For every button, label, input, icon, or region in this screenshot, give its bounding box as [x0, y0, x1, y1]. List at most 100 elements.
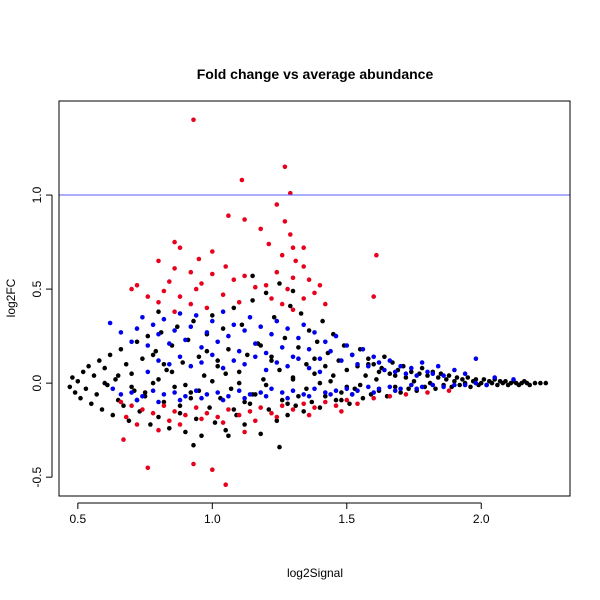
data-point-red-57: [145, 465, 151, 471]
data-point-black-71: [258, 431, 264, 437]
data-point-black-79: [279, 397, 285, 403]
data-point-red-91: [425, 390, 430, 395]
data-point-red-82: [301, 401, 307, 407]
data-point-blue-35: [306, 347, 312, 352]
data-point-black-84: [293, 403, 299, 409]
data-point-black-39: [172, 384, 177, 390]
data-point-blue-74: [231, 358, 237, 363]
data-point-black-31: [150, 380, 156, 386]
data-point-blue-110: [398, 386, 403, 392]
data-point-blue-16: [204, 330, 210, 335]
data-point-blue-17: [210, 318, 215, 324]
data-point-blue-19: [220, 309, 226, 315]
data-point-blue-106: [355, 388, 360, 394]
data-point-black-212: [339, 397, 344, 403]
data-point-red-95: [220, 420, 226, 425]
data-point-red-20: [223, 264, 228, 269]
data-point-black-143: [452, 379, 457, 384]
data-point-black-145: [457, 382, 463, 388]
data-point-blue-49: [382, 367, 387, 373]
data-point-red-97: [274, 414, 280, 420]
data-point-red-96: [253, 418, 258, 424]
data-point-blue-125: [263, 394, 269, 399]
data-point-blue-29: [274, 318, 280, 324]
data-point-black-8: [89, 401, 94, 407]
data-point-blue-1: [118, 330, 124, 335]
data-point-black-174: [543, 380, 549, 386]
data-point-blue-129: [349, 392, 355, 397]
data-point-blue-46: [366, 363, 371, 369]
data-point-black-192: [304, 386, 309, 392]
data-point-blue-56: [419, 360, 425, 365]
data-point-black-131: [419, 365, 425, 371]
data-point-black-19: [118, 347, 124, 352]
data-point-blue-70: [188, 363, 194, 369]
data-point-black-202: [323, 363, 328, 369]
data-point-red-33: [231, 277, 237, 283]
data-point-red-65: [118, 399, 124, 405]
data-point-red-7: [282, 219, 288, 224]
data-point-black-219: [250, 273, 255, 279]
data-point-blue-130: [371, 390, 377, 395]
data-point-red-53: [204, 305, 210, 311]
data-point-blue-98: [269, 386, 274, 392]
data-point-black-178: [183, 382, 188, 388]
data-point-black-58: [223, 427, 228, 433]
data-point-black-67: [247, 401, 253, 407]
data-point-blue-18: [215, 339, 220, 345]
data-point-black-119: [387, 371, 393, 377]
data-point-black-12: [99, 407, 105, 412]
data-point-black-86: [298, 311, 304, 316]
data-point-black-151: [473, 377, 479, 382]
data-point-black-16: [110, 412, 116, 418]
data-point-black-40: [175, 324, 180, 330]
data-point-blue-40: [333, 333, 339, 339]
data-point-blue-109: [387, 384, 393, 390]
data-point-black-159: [495, 382, 500, 388]
data-point-blue-24: [247, 315, 253, 320]
data-point-blue-41: [339, 358, 344, 363]
data-point-black-218: [156, 309, 161, 315]
data-point-blue-9: [167, 341, 172, 346]
data-point-red-38: [193, 286, 199, 292]
data-point-black-123: [398, 390, 403, 395]
data-point-blue-42: [344, 343, 350, 348]
data-point-blue-68: [167, 362, 172, 367]
data-point-red-94: [199, 416, 204, 422]
data-point-blue-60: [441, 373, 446, 378]
data-point-red-99: [339, 409, 344, 414]
points-layer: [67, 117, 549, 488]
data-point-red-50: [236, 300, 242, 305]
data-point-black-7: [86, 363, 91, 369]
data-point-blue-5: [145, 343, 151, 348]
data-point-red-48: [156, 300, 161, 305]
data-point-blue-30: [279, 345, 285, 350]
data-point-black-15: [107, 352, 113, 358]
data-point-blue-63: [473, 356, 479, 362]
data-point-blue-62: [462, 371, 468, 377]
data-point-black-211: [312, 356, 317, 362]
data-point-black-205: [150, 352, 156, 358]
data-point-black-199: [242, 399, 247, 405]
data-point-black-1: [70, 375, 75, 380]
data-point-black-57: [220, 326, 226, 331]
data-point-black-64: [239, 322, 245, 328]
data-point-black-114: [374, 377, 379, 382]
data-point-black-76: [271, 315, 277, 320]
data-point-blue-66: [145, 369, 151, 375]
data-point-red-30: [134, 283, 140, 288]
data-point-red-51: [279, 301, 285, 307]
data-point-red-49: [188, 301, 194, 307]
data-point-red-98: [306, 412, 312, 418]
data-point-black-0: [67, 384, 73, 390]
chart-title: Fold change vs average abundance: [197, 66, 434, 82]
data-point-blue-65: [511, 377, 516, 382]
data-point-blue-100: [290, 388, 296, 394]
data-point-black-117: [382, 354, 387, 360]
plot-frame: [58, 100, 571, 497]
data-point-red-28: [290, 275, 296, 281]
data-point-blue-102: [312, 386, 317, 392]
data-point-black-97: [328, 379, 333, 384]
data-point-red-4: [274, 202, 280, 207]
data-point-red-66: [129, 403, 134, 409]
